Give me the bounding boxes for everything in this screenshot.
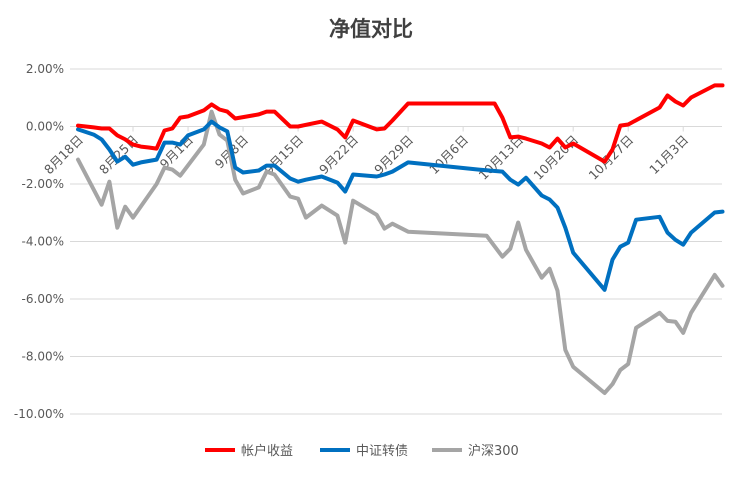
series-line-沪深300: [76, 109, 725, 395]
y-tick-label: -2.00%: [22, 177, 64, 191]
series-line-帐户收益: [76, 83, 725, 164]
y-tick-label: -8.00%: [22, 350, 64, 364]
y-tick-label: 0.00%: [26, 120, 64, 134]
x-tick-label: 8月18日: [41, 132, 86, 177]
gridlines: [70, 68, 722, 415]
y-tick-label: -4.00%: [22, 235, 64, 249]
series-lines: [76, 83, 725, 395]
x-tick-label: 10月13日: [476, 132, 527, 183]
legend-label: 帐户收益: [241, 443, 293, 459]
chart-title: 净值对比: [329, 17, 413, 41]
x-tick-label: 10月6日: [426, 132, 471, 177]
y-tick-label: 2.00%: [26, 62, 64, 76]
y-tick-label: -10.00%: [14, 407, 64, 421]
y-tick-label: -6.00%: [22, 292, 64, 306]
legend-label: 中证转债: [356, 444, 408, 459]
x-tick-label: 11月3日: [646, 132, 691, 177]
y-axis-labels: 2.00% 0.00% -2.00% -4.00% -6.00% -8.00% -10.00…: [14, 62, 64, 421]
x-tick-label: 10月27日: [586, 132, 637, 183]
x-tick-label: 9月22日: [316, 132, 361, 177]
legend: 帐户收益 中证转债 沪深300: [205, 443, 519, 459]
legend-label: 沪深300: [468, 443, 519, 459]
series-line-中证转债: [76, 119, 725, 292]
